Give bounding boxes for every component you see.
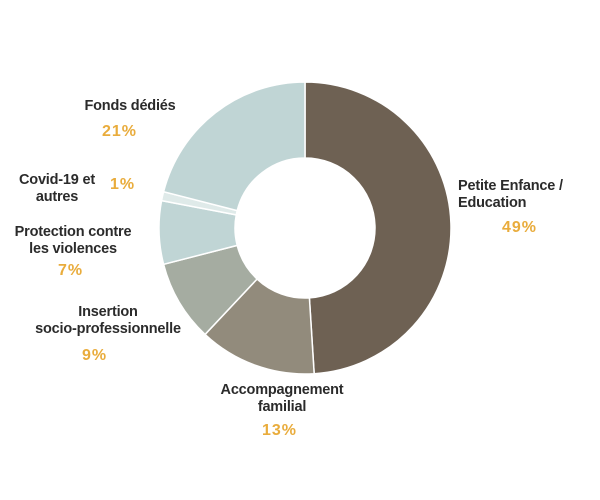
pct-protection: 7% <box>58 262 84 279</box>
label-covid: Covid-19 et autres <box>19 172 95 205</box>
label-protection: Protection contre les violences <box>14 224 132 257</box>
pct-accompagnement: 13% <box>262 422 298 439</box>
pct-covid: 1% <box>110 176 136 193</box>
pct-fonds-dedies: 21% <box>102 123 138 140</box>
slice-fonds-dedies <box>162 81 306 212</box>
label-petite-enfance: Petite Enfance / Education <box>458 178 563 211</box>
label-insertion: Insertion socio-professionnelle <box>35 304 181 337</box>
pct-petite-enfance: 49% <box>502 219 538 236</box>
label-accompagnement: Accompagnement familial <box>220 382 344 415</box>
pct-insertion: 9% <box>82 347 108 364</box>
slice-petite-enfance <box>304 81 452 375</box>
label-fonds-dedies: Fonds dédiés <box>84 98 176 114</box>
